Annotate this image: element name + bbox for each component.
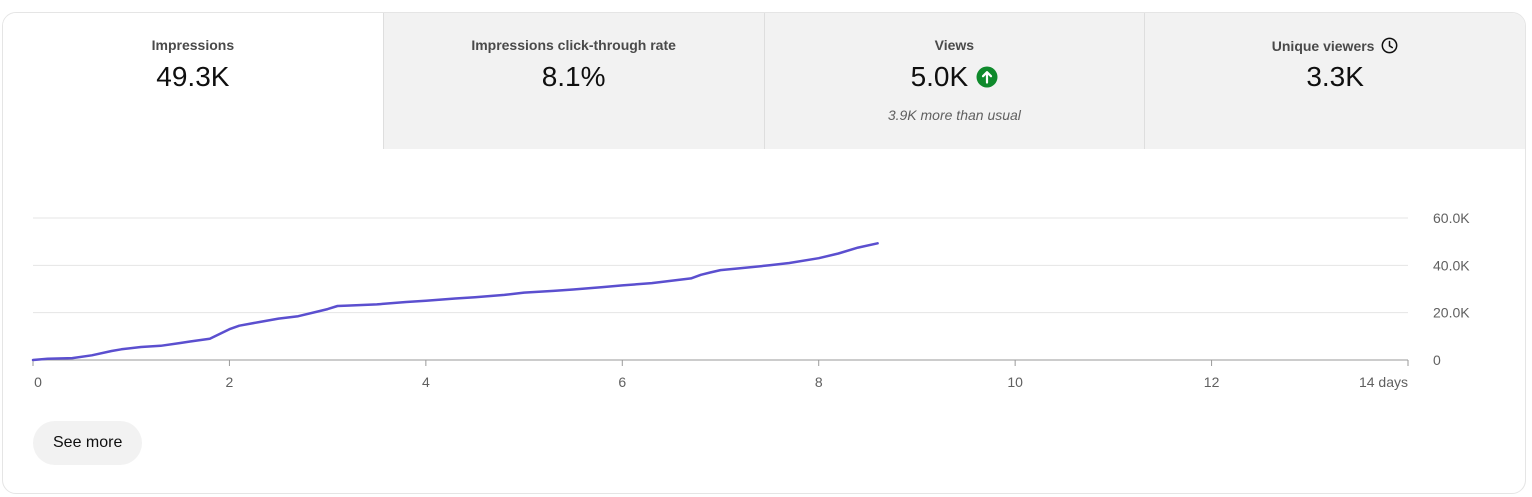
metric-value: 5.0K (765, 61, 1145, 93)
x-tick-label: 2 (226, 374, 234, 390)
tab-impressions-ctr[interactable]: Impressions click-through rate 8.1% (382, 13, 764, 149)
metric-value: 3.3K (1306, 61, 1364, 92)
y-tick-label: 40.0K (1433, 257, 1470, 273)
metric-value: 49.3K (156, 61, 230, 92)
x-tick-label: 6 (618, 374, 626, 390)
x-tick-label: 0 (34, 374, 42, 390)
metric-label: Impressions click-through rate (471, 37, 676, 53)
y-tick-label: 0 (1433, 352, 1441, 368)
y-tick-label: 20.0K (1433, 305, 1470, 321)
tab-unique-viewers[interactable]: Unique viewers 3.3K (1144, 13, 1525, 149)
see-more-button[interactable]: See more (33, 421, 143, 465)
metric-value: 8.1% (541, 61, 606, 92)
x-tick-label: 12 (1204, 374, 1220, 390)
tab-impressions[interactable]: Impressions 49.3K (3, 13, 383, 149)
metric-label: Views (934, 37, 975, 53)
arrow-up-circle-icon (976, 66, 998, 88)
tab-views[interactable]: Views 5.0K 3.9K more than usual (763, 13, 1145, 149)
x-tick-label: 10 (1007, 374, 1023, 390)
metric-label: Impressions (151, 37, 235, 53)
impressions-series-line (31, 242, 879, 362)
metric-note: 3.9K more than usual (887, 107, 1021, 123)
x-tick-label: 14 days (1359, 374, 1408, 390)
x-tick-label: 8 (815, 374, 823, 390)
y-tick-label: 60.0K (1433, 210, 1470, 226)
x-tick-label: 4 (422, 374, 430, 390)
clock-icon[interactable] (1381, 37, 1398, 54)
metric-label: Unique viewers (1145, 37, 1525, 54)
analytics-card: Impressions 49.3K Impressions click-thro… (2, 12, 1526, 494)
metric-tabs: Impressions 49.3K Impressions click-thro… (3, 13, 1525, 149)
impressions-chart: 0 20.0K 40.0K 60.0K 0 2 4 6 8 10 12 14 days (31, 210, 1470, 390)
